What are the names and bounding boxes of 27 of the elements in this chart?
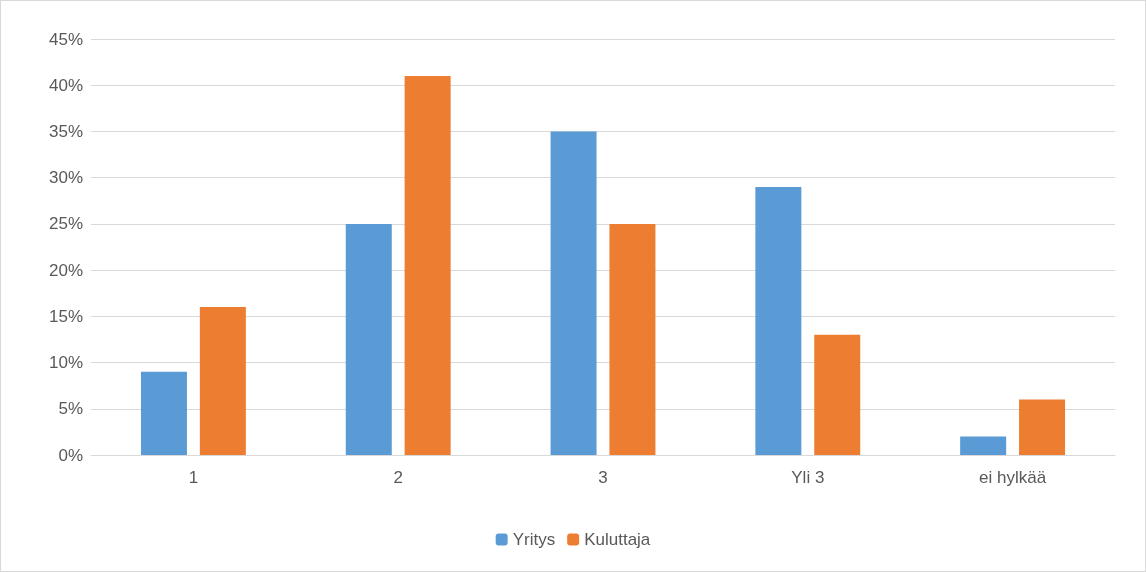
bar [345, 223, 392, 455]
x-tick-label: 3 [598, 468, 608, 487]
y-tick-label: 25% [48, 214, 83, 234]
bar [404, 75, 451, 455]
y-tick-label: 35% [48, 121, 83, 141]
bar [814, 334, 861, 455]
y-tick-label: 20% [48, 260, 83, 280]
x-tick-label: 2 [393, 468, 403, 487]
y-tick-label: 0% [58, 445, 83, 465]
x-tick-label: Yli 3 [791, 468, 825, 487]
bar [960, 436, 1007, 455]
bar [550, 131, 597, 455]
y-tick-label: 40% [48, 75, 83, 95]
y-tick-label: 10% [48, 353, 83, 373]
legend-label: Kuluttaja [584, 530, 651, 549]
y-tick-label: 15% [48, 306, 83, 326]
bar [755, 186, 802, 455]
x-tick-label: ei hylkää [979, 468, 1047, 487]
bar [199, 307, 246, 455]
bar [1019, 399, 1066, 455]
bar [140, 371, 187, 455]
y-tick-label: 5% [58, 399, 83, 419]
y-tick-label: 45% [48, 29, 83, 49]
y-tick-label: 30% [48, 168, 83, 188]
x-tick-label: 1 [188, 468, 199, 487]
legend-label: Yritys [512, 530, 556, 549]
bar [609, 223, 656, 455]
